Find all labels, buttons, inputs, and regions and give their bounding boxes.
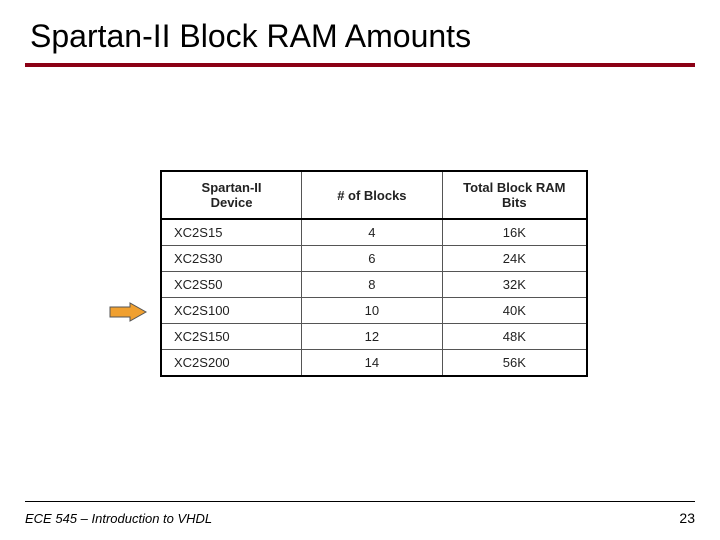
cell-device: XC2S15 bbox=[161, 219, 302, 246]
slide-number: 23 bbox=[679, 510, 695, 526]
slide-title: Spartan-II Block RAM Amounts bbox=[0, 0, 720, 63]
col-header-device: Spartan-IIDevice bbox=[161, 171, 302, 219]
cell-bits: 48K bbox=[442, 324, 587, 350]
cell-bits: 40K bbox=[442, 298, 587, 324]
col-header-label: Total Block RAMBits bbox=[463, 180, 565, 210]
cell-bits: 24K bbox=[442, 246, 587, 272]
col-header-bits: Total Block RAMBits bbox=[442, 171, 587, 219]
table-row: XC2S50 8 32K bbox=[161, 272, 587, 298]
cell-bits: 56K bbox=[442, 350, 587, 377]
footer-divider bbox=[25, 501, 695, 502]
cell-blocks: 6 bbox=[302, 246, 443, 272]
col-header-label: # of Blocks bbox=[337, 188, 406, 203]
cell-device: XC2S30 bbox=[161, 246, 302, 272]
table-row: XC2S30 6 24K bbox=[161, 246, 587, 272]
col-header-blocks: # of Blocks bbox=[302, 171, 443, 219]
table-row: XC2S15 4 16K bbox=[161, 219, 587, 246]
ram-amounts-table: Spartan-IIDevice # of Blocks Total Block… bbox=[160, 170, 588, 377]
table-row: XC2S200 14 56K bbox=[161, 350, 587, 377]
title-underline bbox=[25, 63, 695, 67]
cell-blocks: 14 bbox=[302, 350, 443, 377]
table-header-row: Spartan-IIDevice # of Blocks Total Block… bbox=[161, 171, 587, 219]
cell-bits: 16K bbox=[442, 219, 587, 246]
cell-blocks: 12 bbox=[302, 324, 443, 350]
table-row: XC2S150 12 48K bbox=[161, 324, 587, 350]
table-row: XC2S100 10 40K bbox=[161, 298, 587, 324]
cell-blocks: 10 bbox=[302, 298, 443, 324]
footer-course-title: ECE 545 – Introduction to VHDL bbox=[25, 511, 212, 526]
col-header-label: Spartan-IIDevice bbox=[202, 180, 262, 210]
cell-device: XC2S100 bbox=[161, 298, 302, 324]
pointer-arrow-icon bbox=[108, 302, 148, 327]
cell-device: XC2S150 bbox=[161, 324, 302, 350]
cell-device: XC2S50 bbox=[161, 272, 302, 298]
cell-blocks: 8 bbox=[302, 272, 443, 298]
cell-device: XC2S200 bbox=[161, 350, 302, 377]
cell-bits: 32K bbox=[442, 272, 587, 298]
cell-blocks: 4 bbox=[302, 219, 443, 246]
